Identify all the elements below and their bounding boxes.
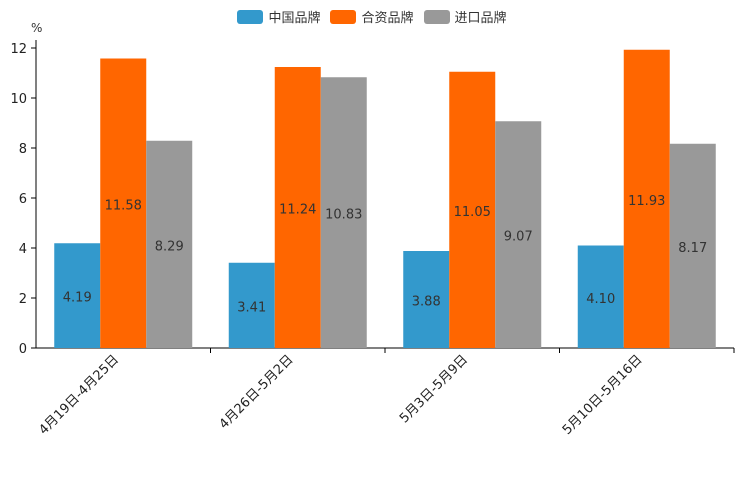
legend-swatch-joint-venture-brand	[330, 9, 357, 24]
bar	[54, 243, 101, 348]
y-tick-label: 0	[19, 342, 27, 357]
legend-item-china-brand[interactable]: 中国品牌	[237, 7, 320, 26]
y-tick-label: 10	[10, 92, 27, 107]
y-tick-label: 6	[19, 192, 27, 207]
bar-value-label: 11.24	[279, 203, 316, 218]
bar-value-label: 8.29	[155, 239, 184, 254]
bar	[495, 121, 542, 348]
legend-label-china-brand: 中国品牌	[268, 11, 321, 26]
y-tick-label: 8	[19, 142, 27, 157]
bar	[669, 143, 716, 348]
bar	[228, 262, 275, 348]
legend-item-joint-venture-brand[interactable]: 合资品牌	[330, 7, 414, 26]
bar	[449, 71, 496, 348]
x-tick-label: 5月3日-5月9日	[397, 352, 471, 426]
y-tick-label: 2	[19, 292, 27, 307]
bar	[623, 49, 670, 348]
bar	[274, 67, 321, 348]
legend-item-imported-brand[interactable]: 进口品牌	[423, 7, 507, 26]
legend-label-joint-venture-brand: 合资品牌	[361, 11, 414, 26]
bar-value-label: 11.58	[105, 198, 142, 213]
legend: 中国品牌 合资品牌 进口品牌	[0, 7, 744, 26]
y-tick-label: 12	[10, 42, 27, 57]
bar-value-label: 3.88	[412, 295, 441, 310]
y-axis-unit: %	[31, 21, 43, 35]
bar-value-label: 8.17	[678, 241, 707, 256]
bar-value-label: 3.41	[237, 300, 266, 315]
x-tick-label: 4月19日-4月25日	[36, 352, 122, 438]
bar	[146, 140, 193, 348]
legend-swatch-china-brand	[237, 9, 264, 24]
bar-value-label: 4.19	[63, 291, 92, 306]
x-tick-label: 5月10日-5月16日	[560, 352, 646, 438]
bar	[320, 77, 367, 348]
x-tick-label: 4月26日-5月2日	[217, 352, 297, 432]
bar-value-label: 11.05	[454, 205, 491, 220]
bar-value-label: 9.07	[504, 230, 533, 245]
bar	[100, 58, 147, 348]
bar	[403, 251, 450, 348]
legend-label-imported-brand: 进口品牌	[454, 11, 507, 26]
legend-swatch-imported-brand	[423, 9, 450, 24]
bar-value-label: 4.10	[586, 292, 615, 307]
y-tick-label: 4	[19, 242, 27, 257]
bar-value-label: 11.93	[628, 194, 665, 209]
bar	[577, 245, 624, 348]
bar-value-label: 10.83	[325, 208, 362, 223]
